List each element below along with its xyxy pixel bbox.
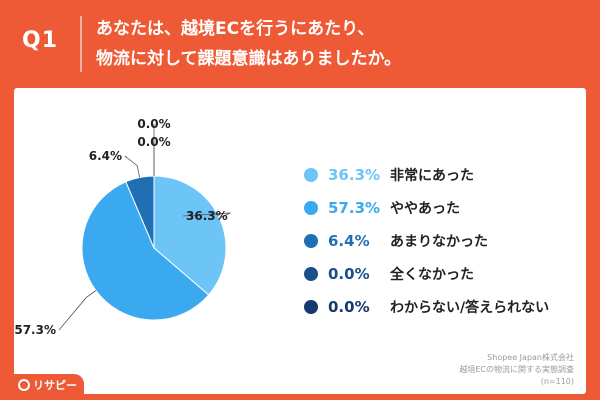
- legend-item: 0.0% わからない/答えられない: [304, 297, 574, 316]
- legend-swatch: [304, 200, 318, 215]
- legend-item: 57.3% ややあった: [304, 198, 574, 217]
- legend-swatch: [304, 299, 318, 314]
- source-company: Shopee Japan株式会社: [487, 353, 574, 362]
- legend-label: 全くなかった: [390, 266, 474, 283]
- data-label: 57.3%: [14, 323, 56, 337]
- pie-slice: [81, 181, 210, 321]
- leader-line: [182, 212, 231, 219]
- data-label: 6.4%: [89, 149, 122, 163]
- legend-value: 57.3%: [328, 198, 381, 217]
- question-line-1: あなたは、越境ECを行うにあたり、: [96, 19, 375, 39]
- question-text: あなたは、越境ECを行うにあたり、 物流に対して課題意識はありましたか。: [96, 14, 576, 74]
- leader-line: [124, 155, 141, 178]
- legend-value: 6.4%: [328, 231, 370, 250]
- legend-value: 36.3%: [328, 165, 381, 184]
- legend-label: 非常にあった: [390, 167, 474, 184]
- legend-value: 0.0%: [328, 264, 370, 283]
- data-label: 0.0%: [137, 117, 170, 131]
- pie-chart: 36.3% 57.3% 6.4% 0.0% 0.0%: [14, 117, 231, 337]
- legend-label: ややあった: [390, 200, 460, 217]
- legend-item: 6.4% あまりなかった: [304, 231, 574, 250]
- header-divider: [80, 16, 82, 72]
- brand-logo: リサピー: [14, 374, 84, 396]
- header: Q1 あなたは、越境ECを行うにあたり、 物流に対して課題意識はありましたか。: [0, 0, 600, 88]
- chart-card: 36.3% 57.3% 6.4% 0.0% 0.0% 36.3% 非常にあった 57.3…: [14, 88, 586, 394]
- data-label: 0.0%: [137, 135, 170, 149]
- legend-swatch: [304, 167, 318, 182]
- legend: 36.3% 非常にあった 57.3% ややあった 6.4% あまりなかった 0.…: [304, 166, 574, 331]
- legend-item: 36.3% 非常にあった: [304, 165, 574, 184]
- logo-icon: [18, 379, 30, 391]
- source-sample-size: (n=110): [540, 377, 574, 386]
- question-number: Q1: [22, 28, 59, 53]
- data-label: 36.3%: [186, 209, 228, 223]
- legend-label: あまりなかった: [390, 233, 488, 250]
- legend-swatch: [304, 266, 318, 281]
- logo-text: リサピー: [33, 379, 77, 392]
- legend-value: 0.0%: [328, 297, 370, 316]
- source-note: Shopee Japan株式会社 越境ECの物流に関する実態調査 (n=110): [459, 352, 574, 388]
- pie-slice: [153, 175, 227, 296]
- source-survey: 越境ECの物流に関する実態調査: [459, 365, 574, 374]
- legend-label: わからない/答えられない: [390, 299, 550, 316]
- leader-line: [58, 290, 97, 331]
- legend-swatch: [304, 233, 318, 248]
- question-line-2: 物流に対して課題意識はありましたか。: [96, 49, 402, 69]
- legend-item: 0.0% 全くなかった: [304, 264, 574, 283]
